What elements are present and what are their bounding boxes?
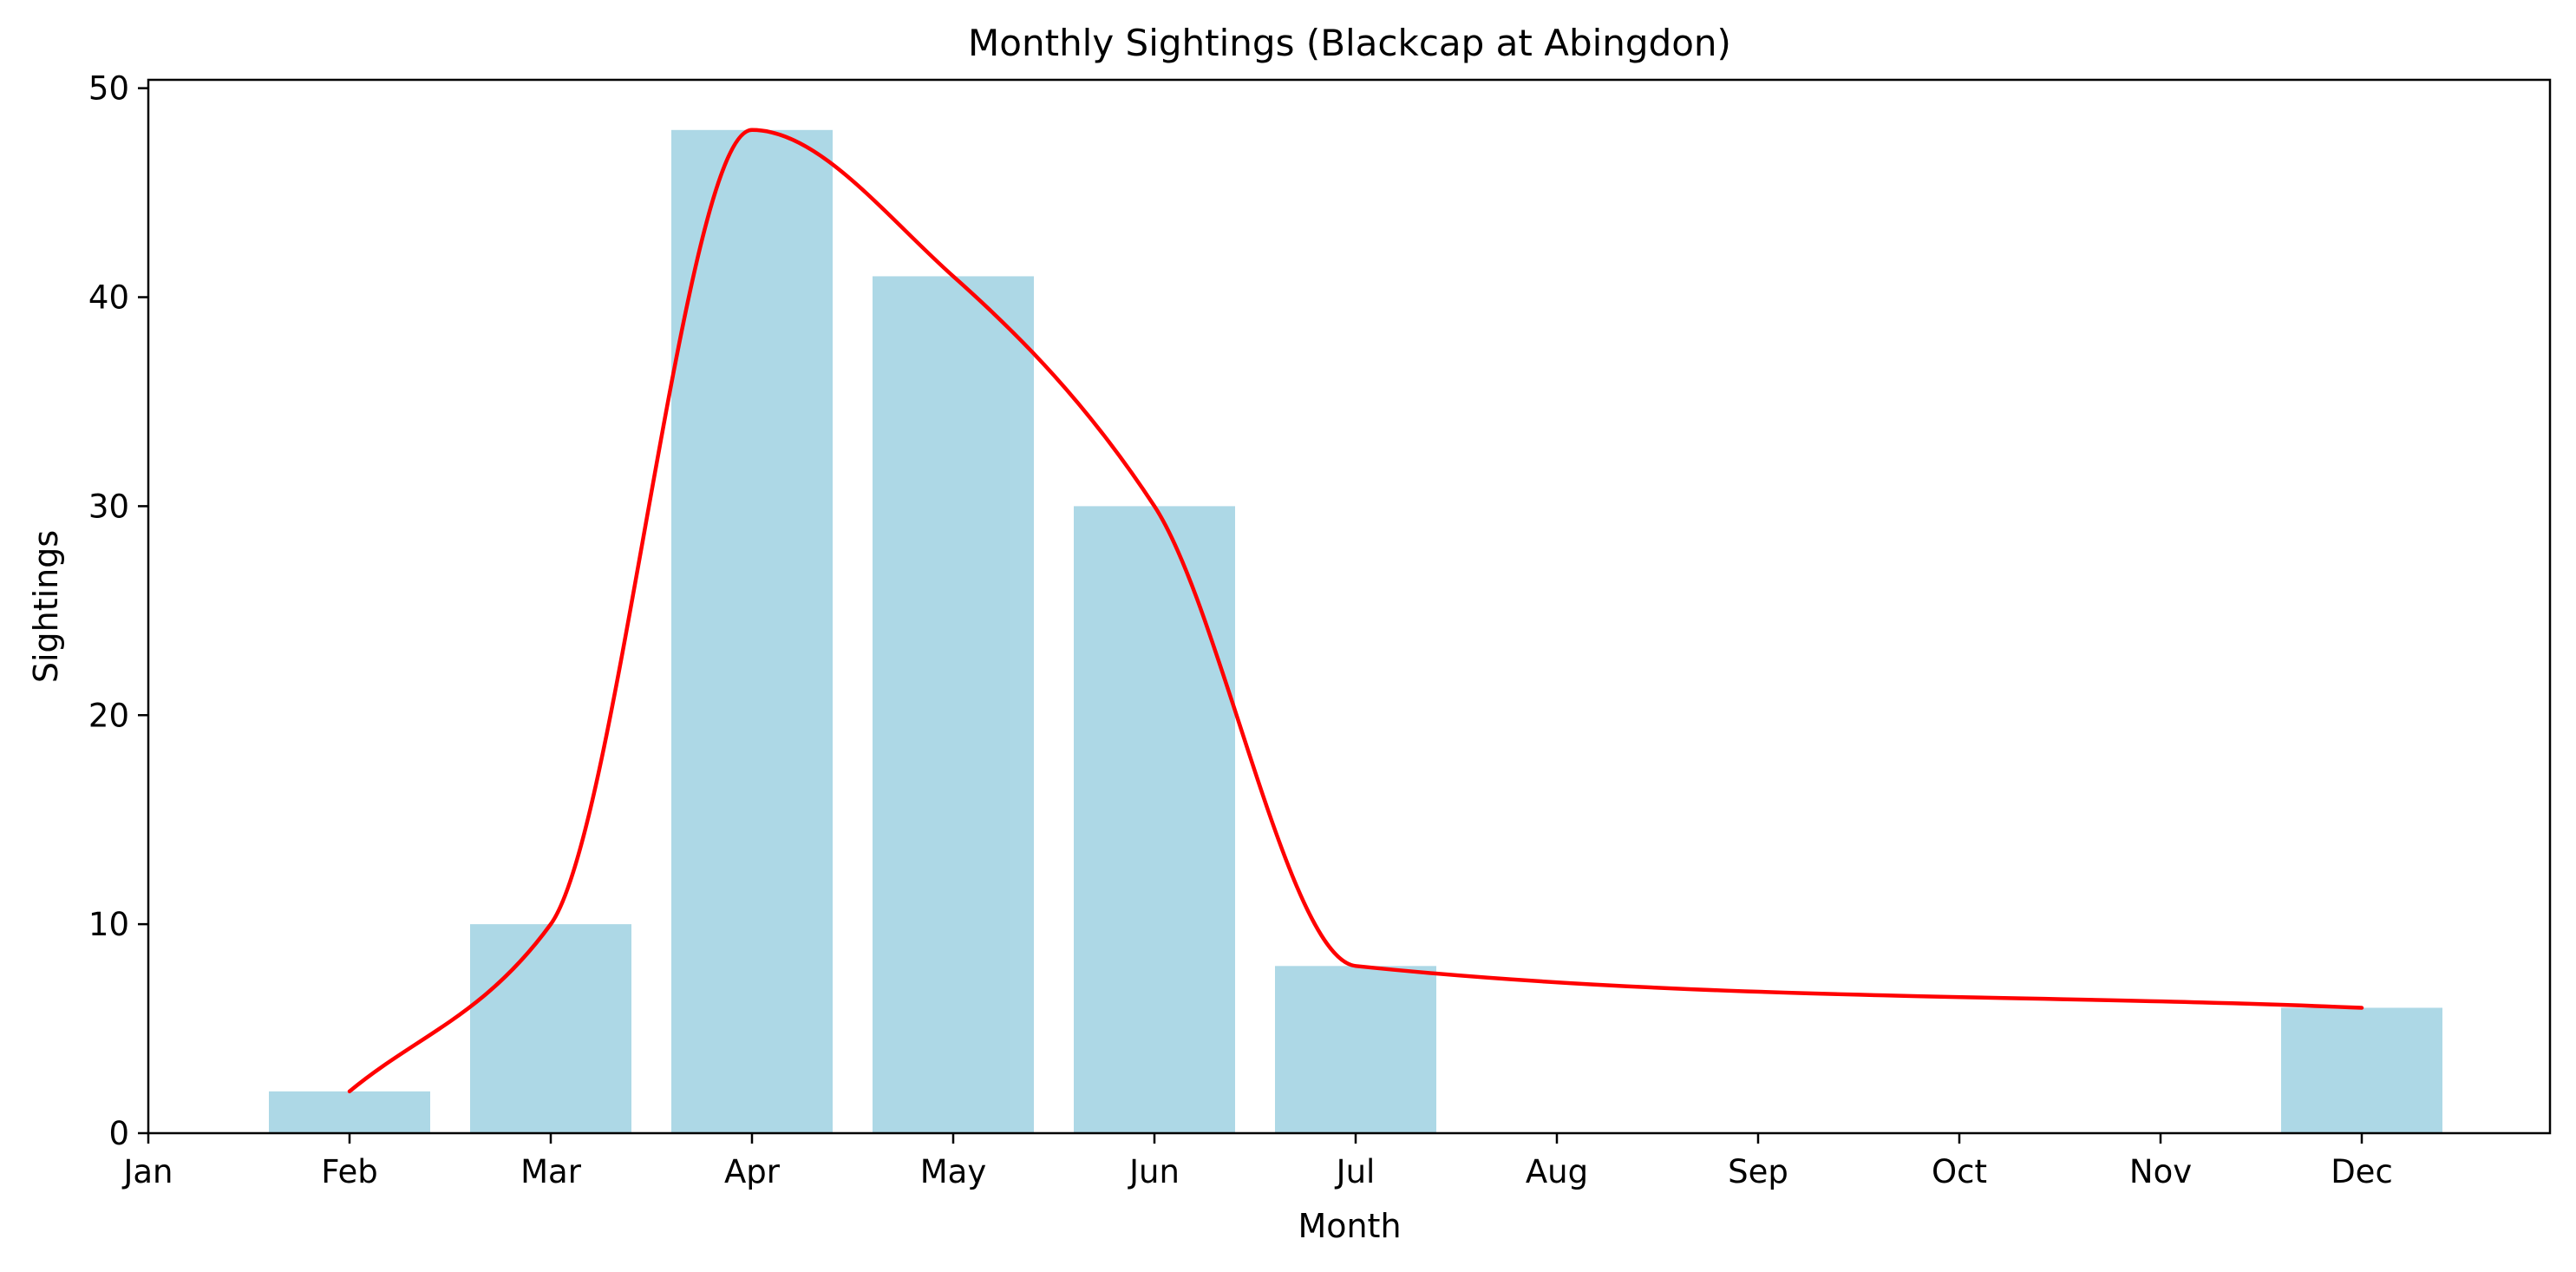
chart-title: Monthly Sightings (Blackcap at Abingdon) (968, 22, 1731, 64)
x-axis: Jan Feb Mar Apr May Jun Jul Aug Sep Oct Nov Dec (121, 1133, 2393, 1190)
y-axis: 0 10 20 30 40 50 (88, 70, 148, 1152)
bar-jul (1275, 966, 1436, 1133)
y-tick-label-20: 20 (88, 697, 129, 734)
x-axis-label: Month (1298, 1207, 1401, 1245)
y-tick-label-0: 0 (108, 1115, 129, 1152)
x-tick-label-apr: Apr (724, 1153, 781, 1190)
x-tick-label-feb: Feb (321, 1153, 378, 1190)
bar-dec (2281, 1007, 2442, 1133)
plot-frame (147, 78, 2552, 1135)
bar-may (873, 276, 1034, 1133)
x-tick-label-jul: Jul (1335, 1153, 1376, 1190)
bar-apr (671, 129, 833, 1133)
bars-group (269, 129, 2442, 1133)
x-tick-label-may: May (920, 1153, 987, 1190)
x-tick-label-nov: Nov (2129, 1153, 2192, 1190)
bar-mar (470, 924, 631, 1133)
trend-line (347, 128, 2364, 1094)
x-tick-label-sep: Sep (1728, 1153, 1788, 1190)
y-tick-label-50: 50 (88, 70, 129, 108)
y-axis-label: Sightings (27, 530, 65, 683)
y-tick-label-10: 10 (88, 906, 129, 943)
x-tick-label-dec: Dec (2331, 1153, 2393, 1190)
x-tick-label-oct: Oct (1932, 1153, 1987, 1190)
x-tick-label-aug: Aug (1526, 1153, 1588, 1190)
bar-feb (269, 1091, 430, 1133)
x-tick-label-mar: Mar (520, 1153, 582, 1190)
x-tick-label-jan: Jan (121, 1153, 173, 1190)
bar-jun (1074, 506, 1235, 1133)
y-tick-label-30: 30 (88, 488, 129, 525)
x-tick-label-jun: Jun (1128, 1153, 1180, 1190)
y-tick-label-40: 40 (88, 279, 129, 317)
